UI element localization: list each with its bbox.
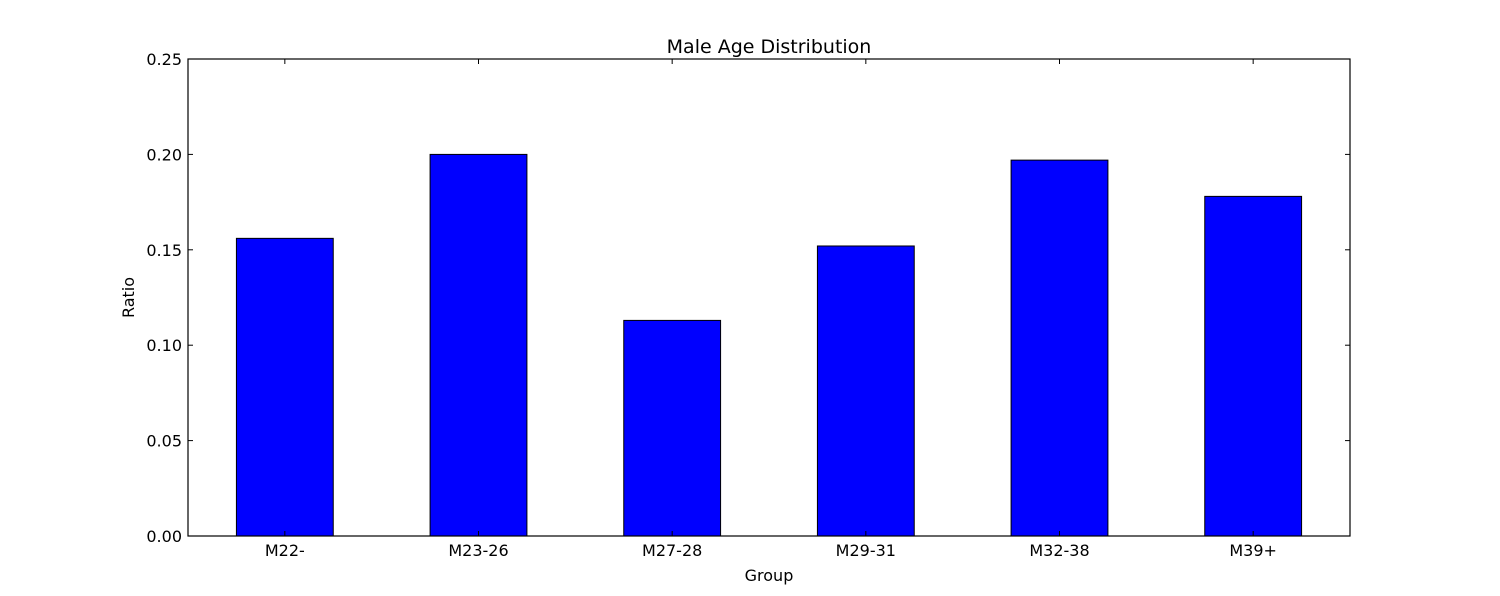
x-tick-label: M39+ [1229, 541, 1277, 560]
y-tick-label: 0.00 [146, 527, 182, 546]
bar-M39+ [1204, 195, 1303, 537]
y-tick-label: 0.20 [146, 145, 182, 164]
bar-M27-28 [623, 319, 722, 537]
y-tick-label: 0.15 [146, 241, 182, 260]
y-tick-label: 0.10 [146, 336, 182, 355]
bar-M32-38 [1010, 159, 1109, 537]
x-axis-title: Group [745, 566, 794, 585]
y-axis-title: Ratio [119, 277, 138, 318]
chart-title: Male Age Distribution [667, 36, 872, 58]
bar-M22- [235, 237, 334, 537]
x-tick-label: M23-26 [448, 541, 508, 560]
x-tick-label: M32-38 [1029, 541, 1089, 560]
bars-group [235, 153, 1303, 537]
bar-M23-26 [429, 153, 528, 537]
plot-frame [187, 58, 1351, 537]
x-tick-label: M29-31 [836, 541, 896, 560]
y-tick-label: 0.25 [146, 50, 182, 69]
y-tick-label: 0.05 [146, 432, 182, 451]
x-tick-label: M27-28 [642, 541, 702, 560]
bar-M29-31 [816, 245, 915, 537]
ticks-group: M22- M23-26 M27-28 M29-31 M32-38 M39+ 0.00 0.05… [146, 50, 1350, 560]
x-tick-label: M22- [265, 541, 305, 560]
